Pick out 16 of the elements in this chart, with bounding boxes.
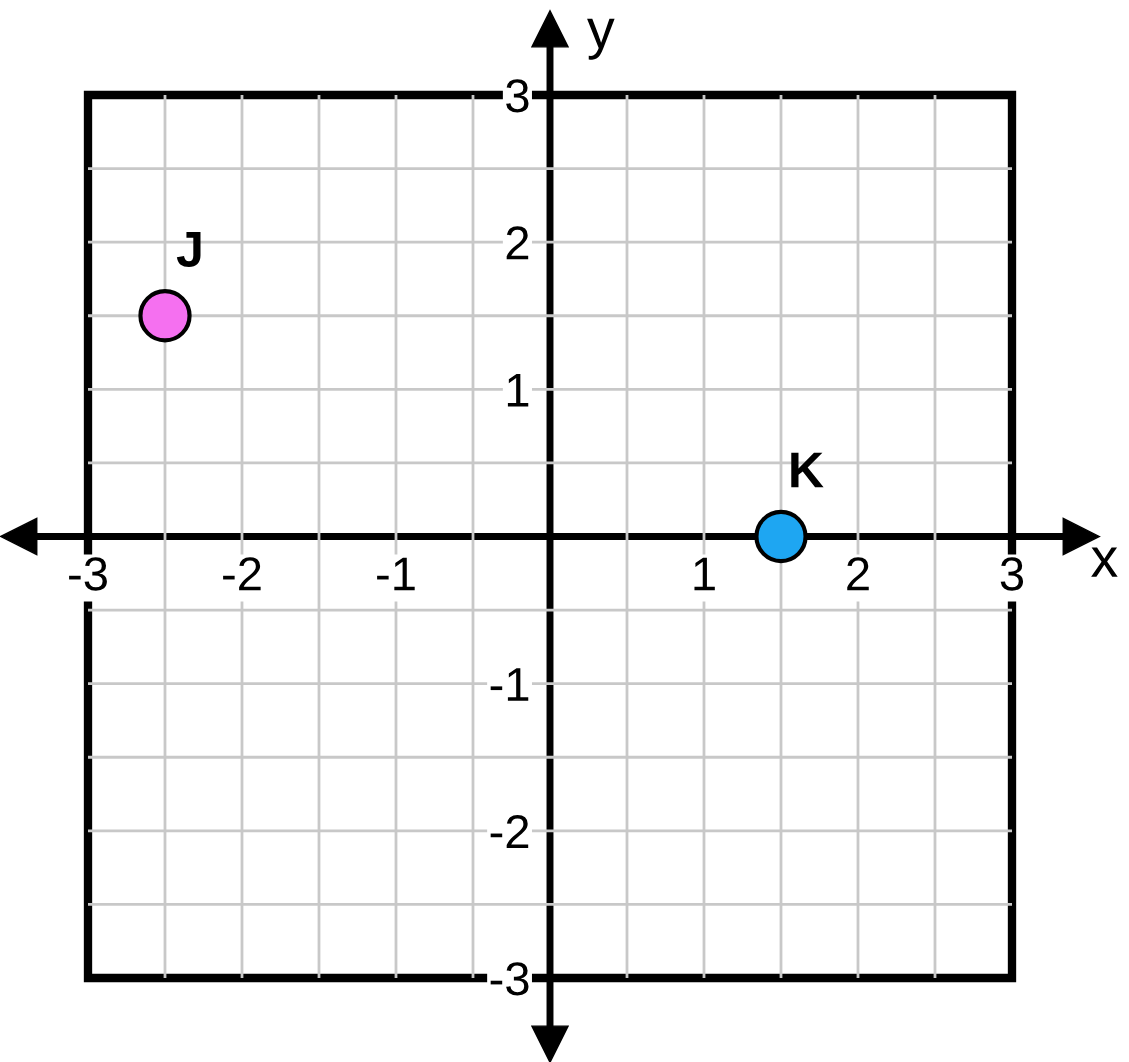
- y-tick-label: 3: [506, 79, 529, 113]
- y-tick-label: 1: [507, 373, 529, 407]
- series-label: J: [176, 232, 201, 267]
- x-axis-title: x: [1091, 547, 1118, 577]
- x-tick-label: 3: [1000, 557, 1024, 591]
- y-axis-title: y: [587, 18, 615, 60]
- y-tick-label: 2: [506, 226, 529, 260]
- y-tick-label: -3: [490, 962, 529, 996]
- series-label: K: [791, 452, 824, 488]
- x-tick-label: -1: [377, 557, 415, 591]
- y-tick-label: -1: [490, 668, 529, 701]
- x-tick-label: -2: [223, 557, 261, 591]
- x-tick-label: 2: [847, 557, 869, 591]
- x-tick-label: 1: [694, 557, 715, 591]
- x-tick-label: -3: [69, 557, 107, 591]
- y-tick-label: -2: [490, 814, 529, 848]
